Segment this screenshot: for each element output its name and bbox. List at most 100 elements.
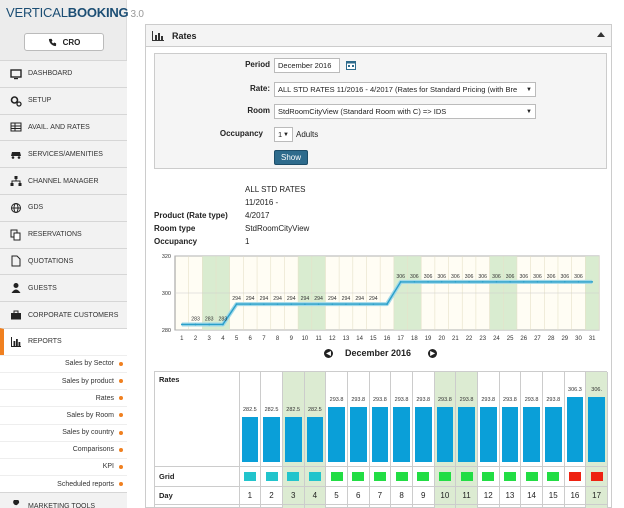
submenu-item[interactable]: Rates	[0, 389, 127, 407]
grid-cell[interactable]	[412, 466, 435, 487]
room-type-label: Room type	[154, 224, 196, 233]
grid-cell[interactable]	[564, 466, 587, 487]
room-select[interactable]: StdRoomCityView (Standard Room with C) =…	[274, 104, 536, 119]
rate-cell[interactable]: 293.8	[369, 372, 392, 467]
sidebar-item-marketing-tools[interactable]: MARKETING TOOLS	[0, 492, 127, 508]
grid-cell[interactable]	[369, 466, 392, 487]
rate-cell[interactable]: 293.8	[455, 372, 478, 467]
rate-cell[interactable]: 293.8	[390, 372, 413, 467]
rate-cell[interactable]: 282.5	[304, 372, 327, 467]
rate-value: 293.8	[481, 397, 496, 404]
data-label: 294	[369, 296, 378, 302]
grid-cell[interactable]	[239, 466, 262, 487]
bullet-icon	[119, 430, 123, 435]
x-tick-label: 18	[411, 336, 418, 342]
rate-cell[interactable]: 293.8	[542, 372, 565, 467]
car-icon	[10, 148, 22, 160]
show-button[interactable]: Show	[274, 150, 308, 165]
sidebar-item-services-amenities[interactable]: SERVICES/AMENITIES	[0, 140, 127, 168]
weekday-cell	[260, 504, 283, 508]
cro-button[interactable]: CRO	[24, 33, 104, 51]
rate-cell[interactable]: 282.5	[239, 372, 262, 467]
x-tick-label: 16	[384, 336, 391, 342]
sidebar-item-setup[interactable]: SETUP	[0, 86, 127, 114]
calendar-icon[interactable]	[346, 60, 356, 70]
grid-cell[interactable]	[390, 466, 413, 487]
grid-cell[interactable]	[477, 466, 500, 487]
prev-month-icon[interactable]: ◀	[324, 349, 333, 358]
grid-cell[interactable]	[347, 466, 370, 487]
occupancy-select[interactable]: 1 ▼	[274, 127, 293, 142]
submenu-item[interactable]: KPI	[0, 457, 127, 476]
data-point	[440, 281, 443, 283]
period-input[interactable]: December 2016	[274, 58, 340, 73]
rate-cell[interactable]: 282.5	[260, 372, 283, 467]
grid-cell[interactable]	[282, 466, 305, 487]
user-icon	[10, 282, 22, 294]
rate-bar	[414, 407, 432, 462]
rate-cell[interactable]: 306.3	[564, 372, 587, 467]
rate-cell[interactable]: 293.8	[347, 372, 370, 467]
sidebar-item-gds[interactable]: GDS	[0, 193, 127, 221]
next-month-icon[interactable]: ▶	[428, 349, 437, 358]
grid-cell[interactable]	[434, 466, 457, 487]
rate-cell[interactable]: 282.5	[282, 372, 305, 467]
data-point	[221, 323, 224, 326]
rate-bar	[436, 407, 454, 462]
x-tick-label: 28	[548, 336, 555, 342]
data-label: 294	[246, 296, 255, 302]
occupancy-info-value: 1	[245, 237, 250, 246]
rate-cell[interactable]: 306.	[585, 372, 608, 467]
collapse-caret-icon[interactable]	[597, 32, 605, 37]
rate-cell[interactable]: 293.8	[434, 372, 457, 467]
app-logo[interactable]: VERTICALBOOKING 3.0	[6, 5, 144, 20]
submenu-item[interactable]: Scheduled reports	[0, 475, 127, 493]
grid-cell[interactable]	[585, 466, 608, 487]
sidebar-item-dashboard[interactable]: DASHBOARD	[0, 60, 127, 87]
filter-form: Period December 2016 Rate: ALL STD RATES…	[154, 53, 607, 169]
sidebar-item-avail-and-rates[interactable]: AVAIL. AND RATES	[0, 113, 127, 141]
wrench-icon	[10, 500, 22, 508]
data-point	[372, 303, 375, 305]
submenu-item[interactable]: Comparisons	[0, 440, 127, 458]
submenu-item[interactable]: Sales by product	[0, 371, 127, 390]
day-cell: 4	[304, 486, 327, 505]
rate-cell[interactable]: 293.8	[412, 372, 435, 467]
data-label: 306	[410, 274, 419, 280]
grid-cell[interactable]	[260, 466, 283, 487]
data-point	[235, 303, 238, 305]
rate-value: 293.8	[459, 397, 474, 404]
submenu-item[interactable]: Sales by Sector	[0, 354, 127, 372]
sidebar-item-reports[interactable]: REPORTS	[0, 327, 127, 355]
sidebar-item-quotations[interactable]: QUOTATIONS	[0, 247, 127, 275]
grid-cell[interactable]	[455, 466, 478, 487]
room-label: Room	[247, 106, 270, 115]
submenu-item-label: Comparisons	[72, 446, 114, 454]
sidebar-item-reservations[interactable]: RESERVATIONS	[0, 220, 127, 248]
sidebar-item-channel-manager[interactable]: CHANNEL MANAGER	[0, 167, 127, 194]
x-tick-label: 26	[520, 336, 527, 342]
grid-status-swatch	[265, 471, 278, 481]
rate-cell[interactable]: 293.8	[499, 372, 522, 467]
grid-cell[interactable]	[542, 466, 565, 487]
sidebar-item-label: AVAIL. AND RATES	[28, 123, 90, 131]
data-point	[522, 281, 525, 283]
bullet-icon	[119, 413, 123, 418]
rate-cell[interactable]: 293.8	[325, 372, 348, 467]
sidebar-item-corporate-customers[interactable]: CORPORATE CUSTOMERS	[0, 301, 127, 328]
data-point	[591, 281, 594, 283]
sidebar-item-guests[interactable]: GUESTS	[0, 274, 127, 302]
rate-select[interactable]: ALL STD RATES 11/2016 - 4/2017 (Rates fo…	[274, 82, 536, 97]
grid-cell[interactable]	[520, 466, 543, 487]
submenu-item[interactable]: Sales by country	[0, 423, 127, 441]
data-label: 294	[260, 296, 269, 302]
grid-cell[interactable]	[304, 466, 327, 487]
rate-name: ALL STD RATES	[245, 185, 306, 194]
submenu-item[interactable]: Sales by Room	[0, 406, 127, 424]
x-tick-label: 14	[356, 336, 363, 342]
grid-cell[interactable]	[325, 466, 348, 487]
grid-cell[interactable]	[499, 466, 522, 487]
rates-panel: Rates Period December 2016 Rate: ALL STD…	[145, 24, 612, 508]
rate-cell[interactable]: 293.8	[477, 372, 500, 467]
rate-cell[interactable]: 293.8	[520, 372, 543, 467]
